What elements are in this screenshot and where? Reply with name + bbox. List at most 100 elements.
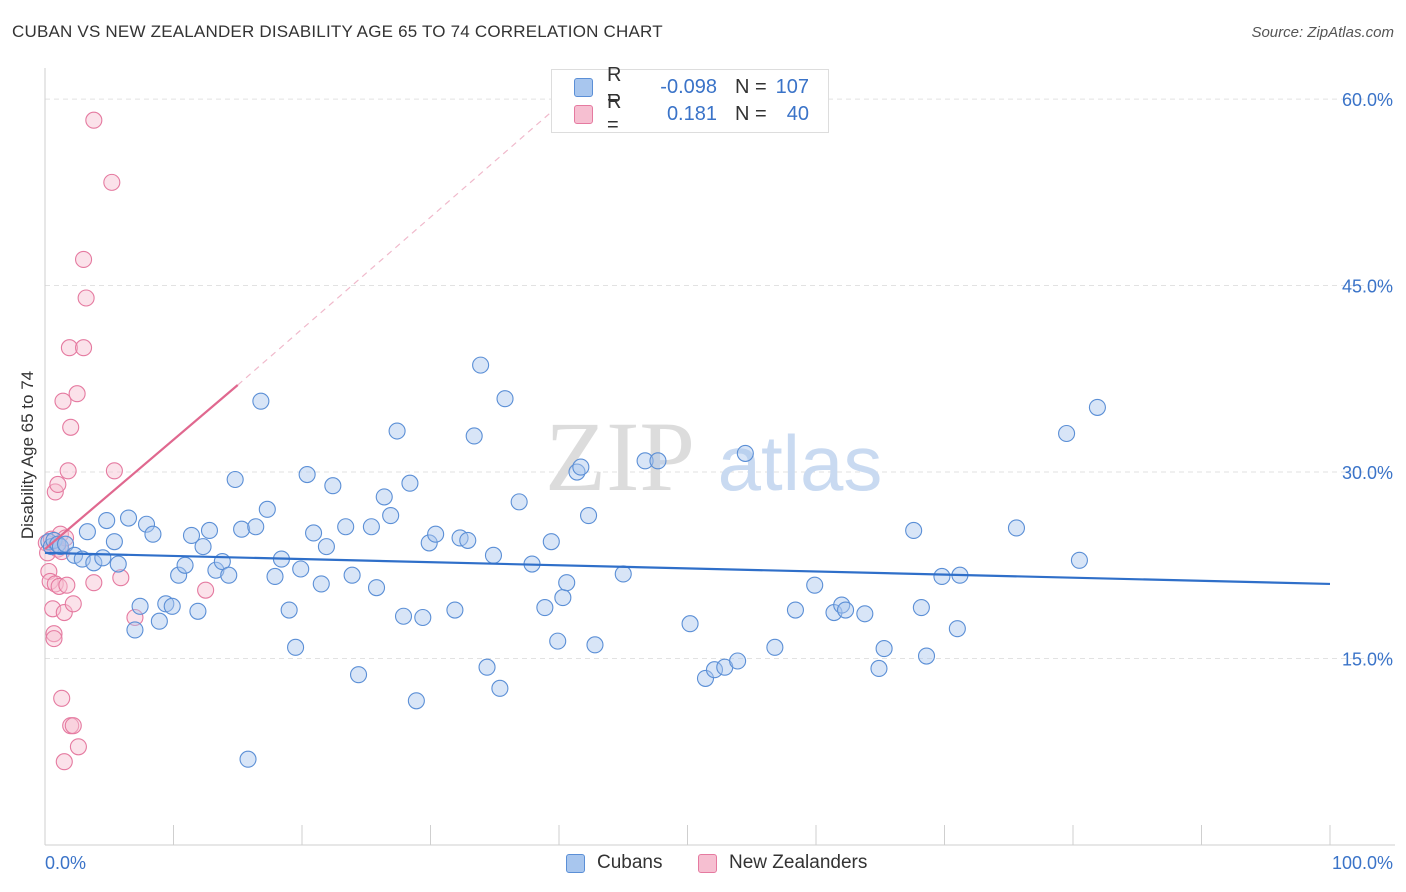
new-zealanders-point <box>58 576 76 594</box>
cubans-point <box>1007 519 1026 537</box>
new-zealanders-point <box>75 250 93 269</box>
legend-r-value: -0.098 <box>660 75 717 98</box>
cubans-point <box>837 601 855 619</box>
cubans-point <box>305 524 323 542</box>
cubans-point <box>856 605 874 623</box>
watermark: ZIP atlas <box>545 401 882 512</box>
cubans-point <box>207 561 225 579</box>
y-tick-label: 30.0% <box>1342 463 1393 483</box>
cubans-point <box>478 658 496 676</box>
legend-r-value: 0.181 <box>666 102 717 125</box>
cubans-point <box>382 507 400 525</box>
bottom-legend-label-new-zealanders: New Zealanders <box>729 852 868 873</box>
cubans-point <box>150 612 168 630</box>
new-zealanders-points <box>37 111 215 771</box>
cubans-point <box>586 636 604 654</box>
cubans-point <box>420 534 438 552</box>
cubans-point <box>233 520 251 538</box>
new-zealanders-point <box>69 738 87 756</box>
cubans-point <box>484 546 503 564</box>
cubans-point <box>226 470 244 489</box>
y-tick-label: 60.0% <box>1342 90 1393 110</box>
new-zealanders-trend-extension <box>237 104 560 386</box>
cubans-point <box>258 500 276 518</box>
legend-n-label: N = <box>735 75 767 98</box>
new-zealanders-point <box>85 111 103 129</box>
new-zealanders-point <box>68 385 86 403</box>
cubans-point <box>491 679 509 697</box>
bottom-legend-new-zealanders: New Zealanders <box>698 852 867 874</box>
cubans-point <box>312 575 330 593</box>
x-tick-label: 100.0% <box>1332 853 1393 873</box>
cubans-point <box>109 555 127 573</box>
cubans-point <box>407 692 425 710</box>
cubans-point <box>472 356 490 374</box>
cubans-point <box>465 427 483 445</box>
legend-n-value: 40 <box>786 102 809 125</box>
cubans-point <box>766 638 784 656</box>
cubans-point <box>912 598 930 617</box>
legend-n-value: 107 <box>775 75 809 98</box>
cubans-point <box>292 560 310 578</box>
cubans-point <box>870 659 888 678</box>
bottom-legend-swatch-new-zealanders <box>698 853 717 873</box>
cubans-point <box>459 531 477 549</box>
new-zealanders-point <box>77 289 95 307</box>
cubans-point <box>875 640 893 658</box>
new-zealanders-point <box>54 392 72 410</box>
cubans-point <box>280 601 298 619</box>
new-zealanders-point <box>64 595 82 613</box>
cubans-point <box>144 525 162 543</box>
cubans-point <box>298 465 316 484</box>
cubans-point <box>343 566 361 584</box>
cubans-point <box>905 521 923 540</box>
new-zealanders-point <box>64 717 82 735</box>
cubans-point <box>94 549 112 567</box>
cubans-point <box>510 493 528 511</box>
cubans-point <box>362 518 380 536</box>
cubans-point <box>337 518 355 536</box>
cubans-point <box>1058 424 1076 443</box>
cubans-point <box>137 515 156 533</box>
y-tick-label: 15.0% <box>1342 650 1393 670</box>
cubans-points <box>40 356 1106 768</box>
cubans-point <box>194 538 212 556</box>
cubans-point <box>119 509 138 527</box>
new-zealanders-point <box>60 339 78 357</box>
cubans-point <box>252 392 270 410</box>
cubans-point <box>220 566 238 584</box>
cubans-point <box>287 638 305 656</box>
cubans-point <box>131 597 149 615</box>
cubans-point <box>917 647 936 665</box>
cubans-point <box>78 523 96 541</box>
cubans-trend-line <box>44 551 1331 586</box>
cubans-point <box>170 566 188 584</box>
new-zealanders-trend-line <box>44 384 239 550</box>
watermark-zip: ZIP <box>545 401 695 512</box>
cubans-point <box>558 574 576 592</box>
chart-title: CUBAN VS NEW ZEALANDER DISABILITY AGE 65… <box>12 22 663 41</box>
cubans-point <box>375 488 393 506</box>
x-tick-label: 0.0% <box>45 853 86 873</box>
bottom-legend-label-cubans: Cubans <box>597 852 663 873</box>
cubans-point <box>696 669 715 687</box>
grid-lines <box>45 98 1395 660</box>
cubans-point <box>200 521 219 540</box>
cubans-point <box>636 452 654 470</box>
legend-swatch-new-zealanders <box>574 104 593 124</box>
cubans-point <box>394 607 413 625</box>
cubans-point <box>549 632 567 650</box>
cubans-point <box>239 750 257 768</box>
legend-n-label: N = <box>735 102 767 125</box>
cubans-point <box>948 620 966 638</box>
cubans-point <box>388 422 406 440</box>
watermark-atlas: atlas <box>718 419 883 507</box>
cubans-point <box>182 526 201 544</box>
cubans-point <box>324 477 342 495</box>
new-zealanders-point <box>59 462 77 480</box>
legend-r-label: R = <box>607 64 622 109</box>
new-zealanders-point <box>45 625 63 643</box>
cubans-point <box>705 661 724 679</box>
cubans-point <box>266 567 284 586</box>
